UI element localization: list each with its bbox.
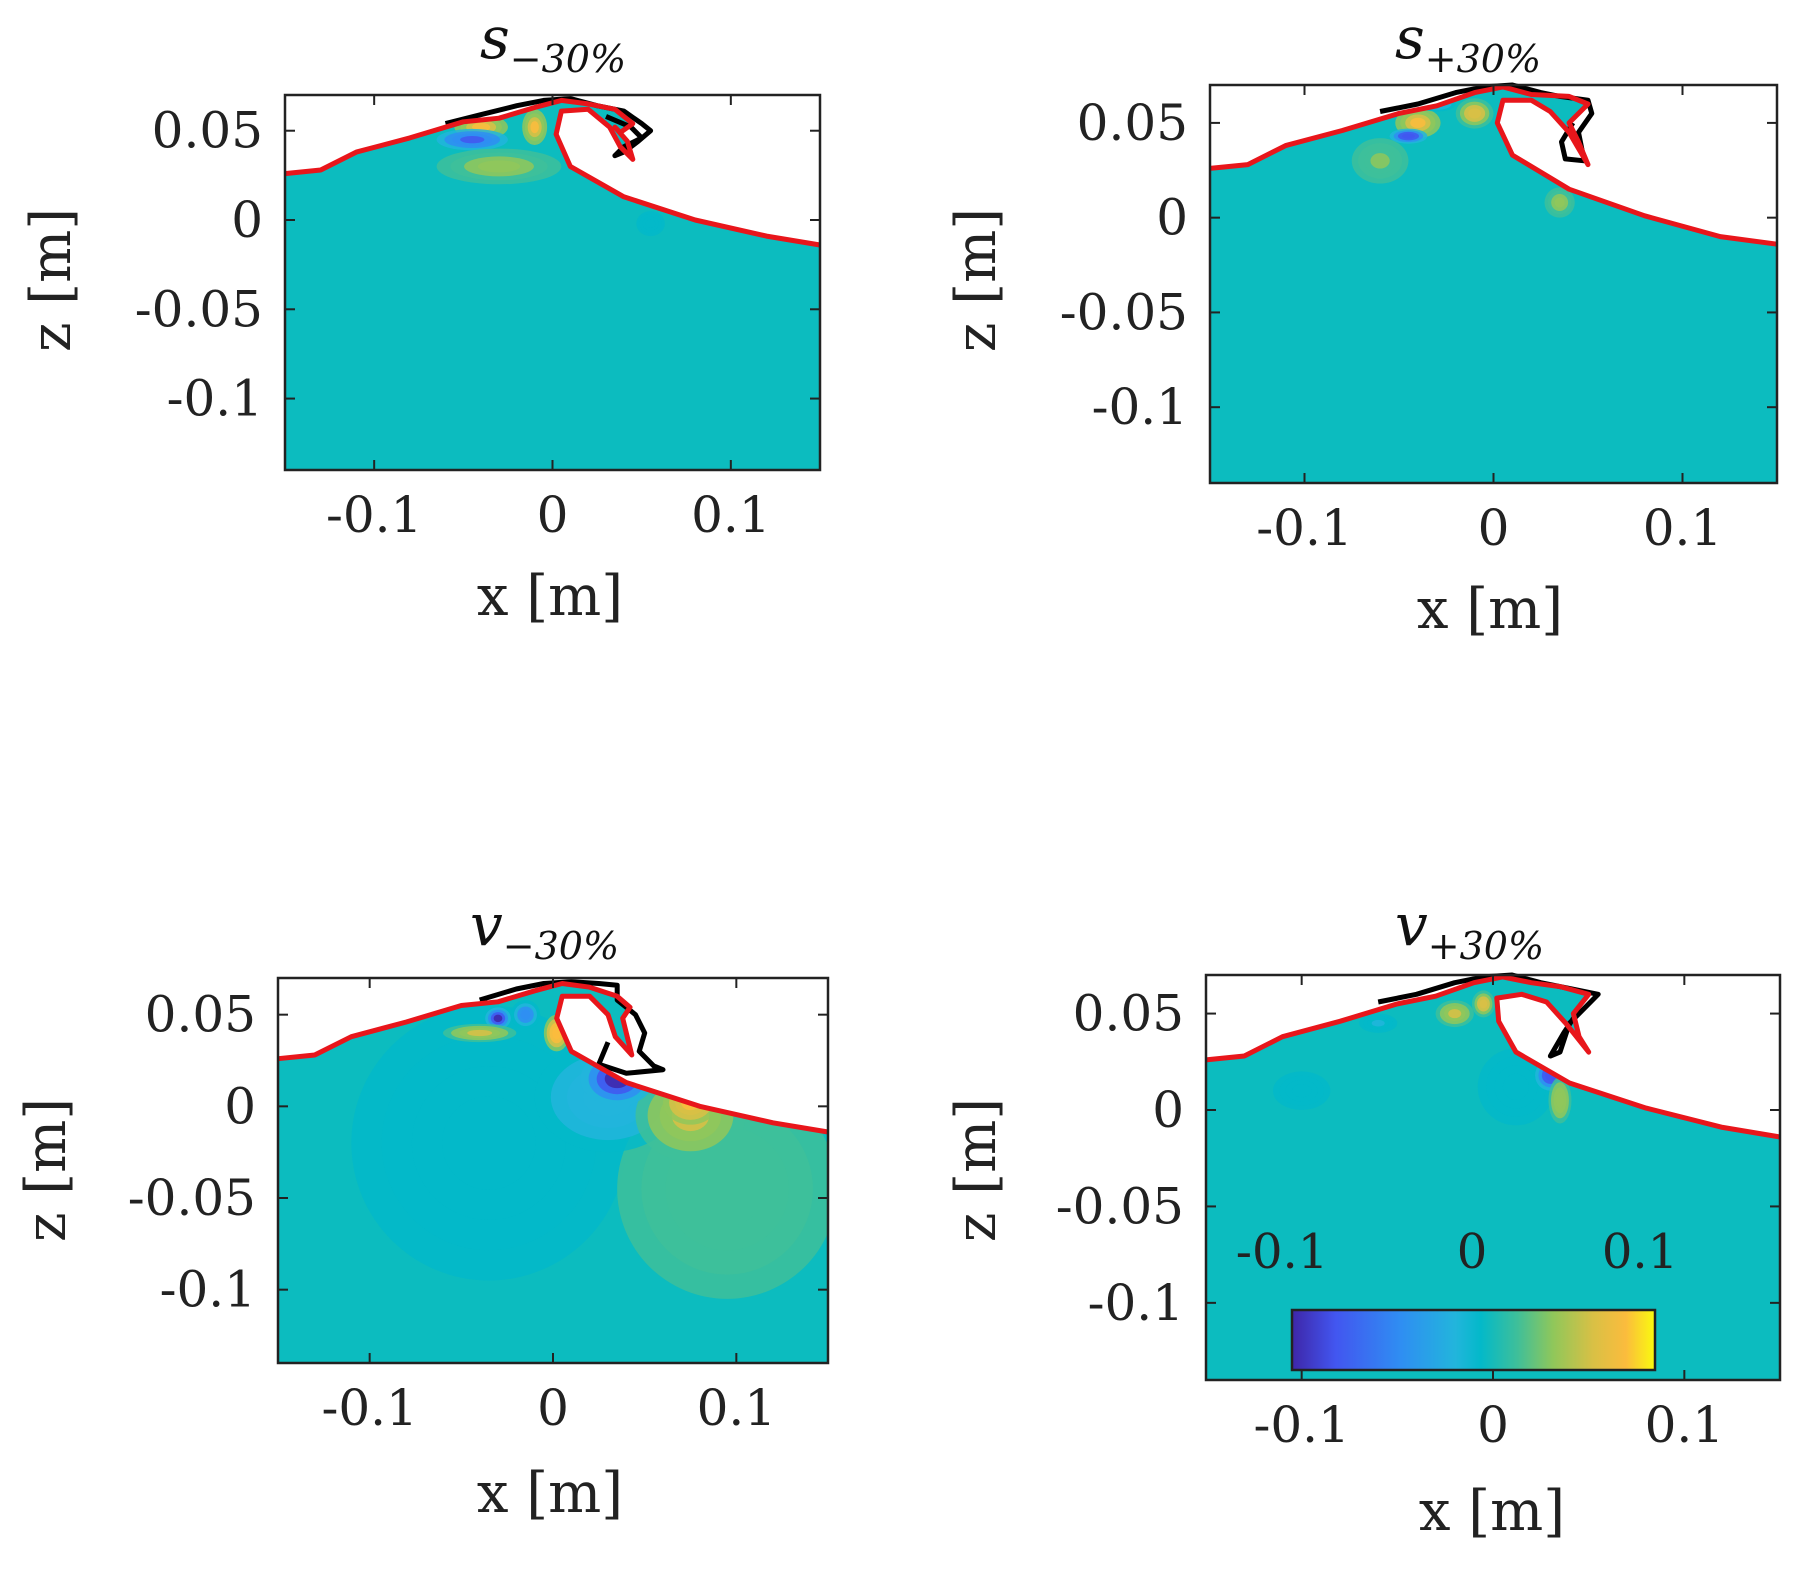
y-axis-label: z [m]	[19, 208, 84, 352]
field-contour	[1554, 197, 1565, 208]
field-contour	[442, 1096, 536, 1190]
y-tick-label: -0.1	[1088, 1274, 1184, 1332]
perturbed-surface-line	[277, 981, 829, 1135]
panel-title: s+30%	[1395, 4, 1541, 81]
field-contour	[493, 1014, 503, 1023]
field-contour	[645, 219, 656, 228]
field-contour	[1410, 117, 1426, 129]
field-contour	[1479, 999, 1488, 1009]
x-axis-label: x [m]	[477, 564, 623, 629]
y-tick-label: -0.05	[1056, 1177, 1184, 1235]
y-tick-label: 0.05	[145, 986, 256, 1044]
panel-2: -0.1 0 0.1 0.05 0 -0.05 -0.1 x [m] z [m] s+30%	[944, 4, 1779, 642]
panel-title-subscript: −30%	[503, 924, 619, 968]
reference-surface-line	[444, 96, 654, 159]
colorbar-tick-label: 0.1	[1602, 1224, 1678, 1280]
x-tick-label: 0	[537, 1379, 569, 1437]
panel-title: v+30%	[1395, 891, 1544, 968]
panel-title-subscript: −30%	[510, 37, 626, 81]
y-tick-label: -0.05	[128, 1169, 256, 1227]
panel-title: s−30%	[480, 4, 626, 81]
y-tick-label: 0	[1152, 1081, 1184, 1139]
x-tick-label: 0	[1477, 1396, 1509, 1454]
field-contour	[552, 1026, 562, 1040]
field-contour	[1370, 153, 1390, 169]
field-contour	[1371, 1019, 1385, 1027]
x-axis-label: x [m]	[1417, 577, 1563, 642]
perturbed-surface-line	[1205, 974, 1781, 1140]
y-tick-label: -0.05	[135, 280, 263, 338]
panel-4: -0.1 0 0.1 0.05 0 -0.05 -0.1 x [m] z [m] v+30% -0.…	[944, 891, 1782, 1544]
colorbar-tick-label: 0	[1457, 1224, 1488, 1280]
y-tick-label: 0.05	[152, 102, 263, 160]
colorbar-tick-label: -0.1	[1236, 1224, 1329, 1280]
panel-title-subscript: +30%	[1428, 924, 1544, 968]
panel-1: -0.1 0 0.1 0.05 0 -0.05 -0.1 x [m] z [m] s−30%	[19, 4, 822, 629]
x-tick-label: 0	[1478, 499, 1510, 557]
y-tick-label: -0.1	[167, 370, 263, 428]
field-contour	[530, 121, 539, 134]
panel-title-subscript: +30%	[1425, 37, 1541, 81]
field-contour	[460, 136, 485, 144]
y-tick-label: 0	[231, 191, 263, 249]
field-contour	[477, 160, 521, 173]
y-axis-label: z [m]	[944, 208, 1009, 352]
field-contour	[520, 1009, 531, 1020]
perturbed-surface-line	[1209, 84, 1778, 247]
field-contour	[1556, 1092, 1564, 1109]
x-tick-label: -0.1	[326, 486, 422, 544]
water-field	[1210, 86, 1777, 483]
y-tick-label: 0.05	[1073, 985, 1184, 1043]
x-tick-label: -0.1	[321, 1379, 417, 1437]
field-contour	[689, 1151, 765, 1227]
colorbar	[1290, 1308, 1657, 1372]
y-tick-label: 0.05	[1077, 94, 1188, 152]
perturbed-surface-line	[284, 97, 821, 248]
panel-3: -0.1 0 0.1 0.05 0 -0.05 -0.1 x [m] z [m] v−30%	[14, 891, 830, 1526]
x-axis-label: x [m]	[477, 1461, 623, 1526]
field-contour	[467, 1029, 493, 1037]
x-tick-label: 0.1	[1643, 499, 1723, 557]
x-tick-label: 0.1	[691, 486, 771, 544]
y-tick-label: -0.1	[1092, 378, 1188, 436]
y-tick-label: -0.05	[1060, 283, 1188, 341]
x-tick-label: 0	[537, 486, 569, 544]
x-axis-label: x [m]	[1419, 1479, 1565, 1544]
x-tick-label: -0.1	[1253, 1396, 1349, 1454]
y-axis-label: z [m]	[944, 1098, 1009, 1242]
y-tick-label: 0	[224, 1077, 256, 1135]
y-tick-label: -0.1	[160, 1261, 256, 1319]
x-tick-label: -0.1	[1256, 499, 1352, 557]
field-contour	[1291, 1084, 1312, 1098]
panel-title: v−30%	[470, 891, 619, 968]
x-tick-label: 0.1	[697, 1379, 777, 1437]
x-tick-label: 0.1	[1645, 1396, 1725, 1454]
field-contour	[1402, 133, 1415, 139]
field-contour	[1448, 1008, 1462, 1019]
y-axis-label: z [m]	[14, 1098, 79, 1242]
y-tick-label: 0	[1156, 189, 1188, 247]
field-contour	[1502, 1073, 1529, 1100]
field-contour	[1468, 108, 1482, 119]
